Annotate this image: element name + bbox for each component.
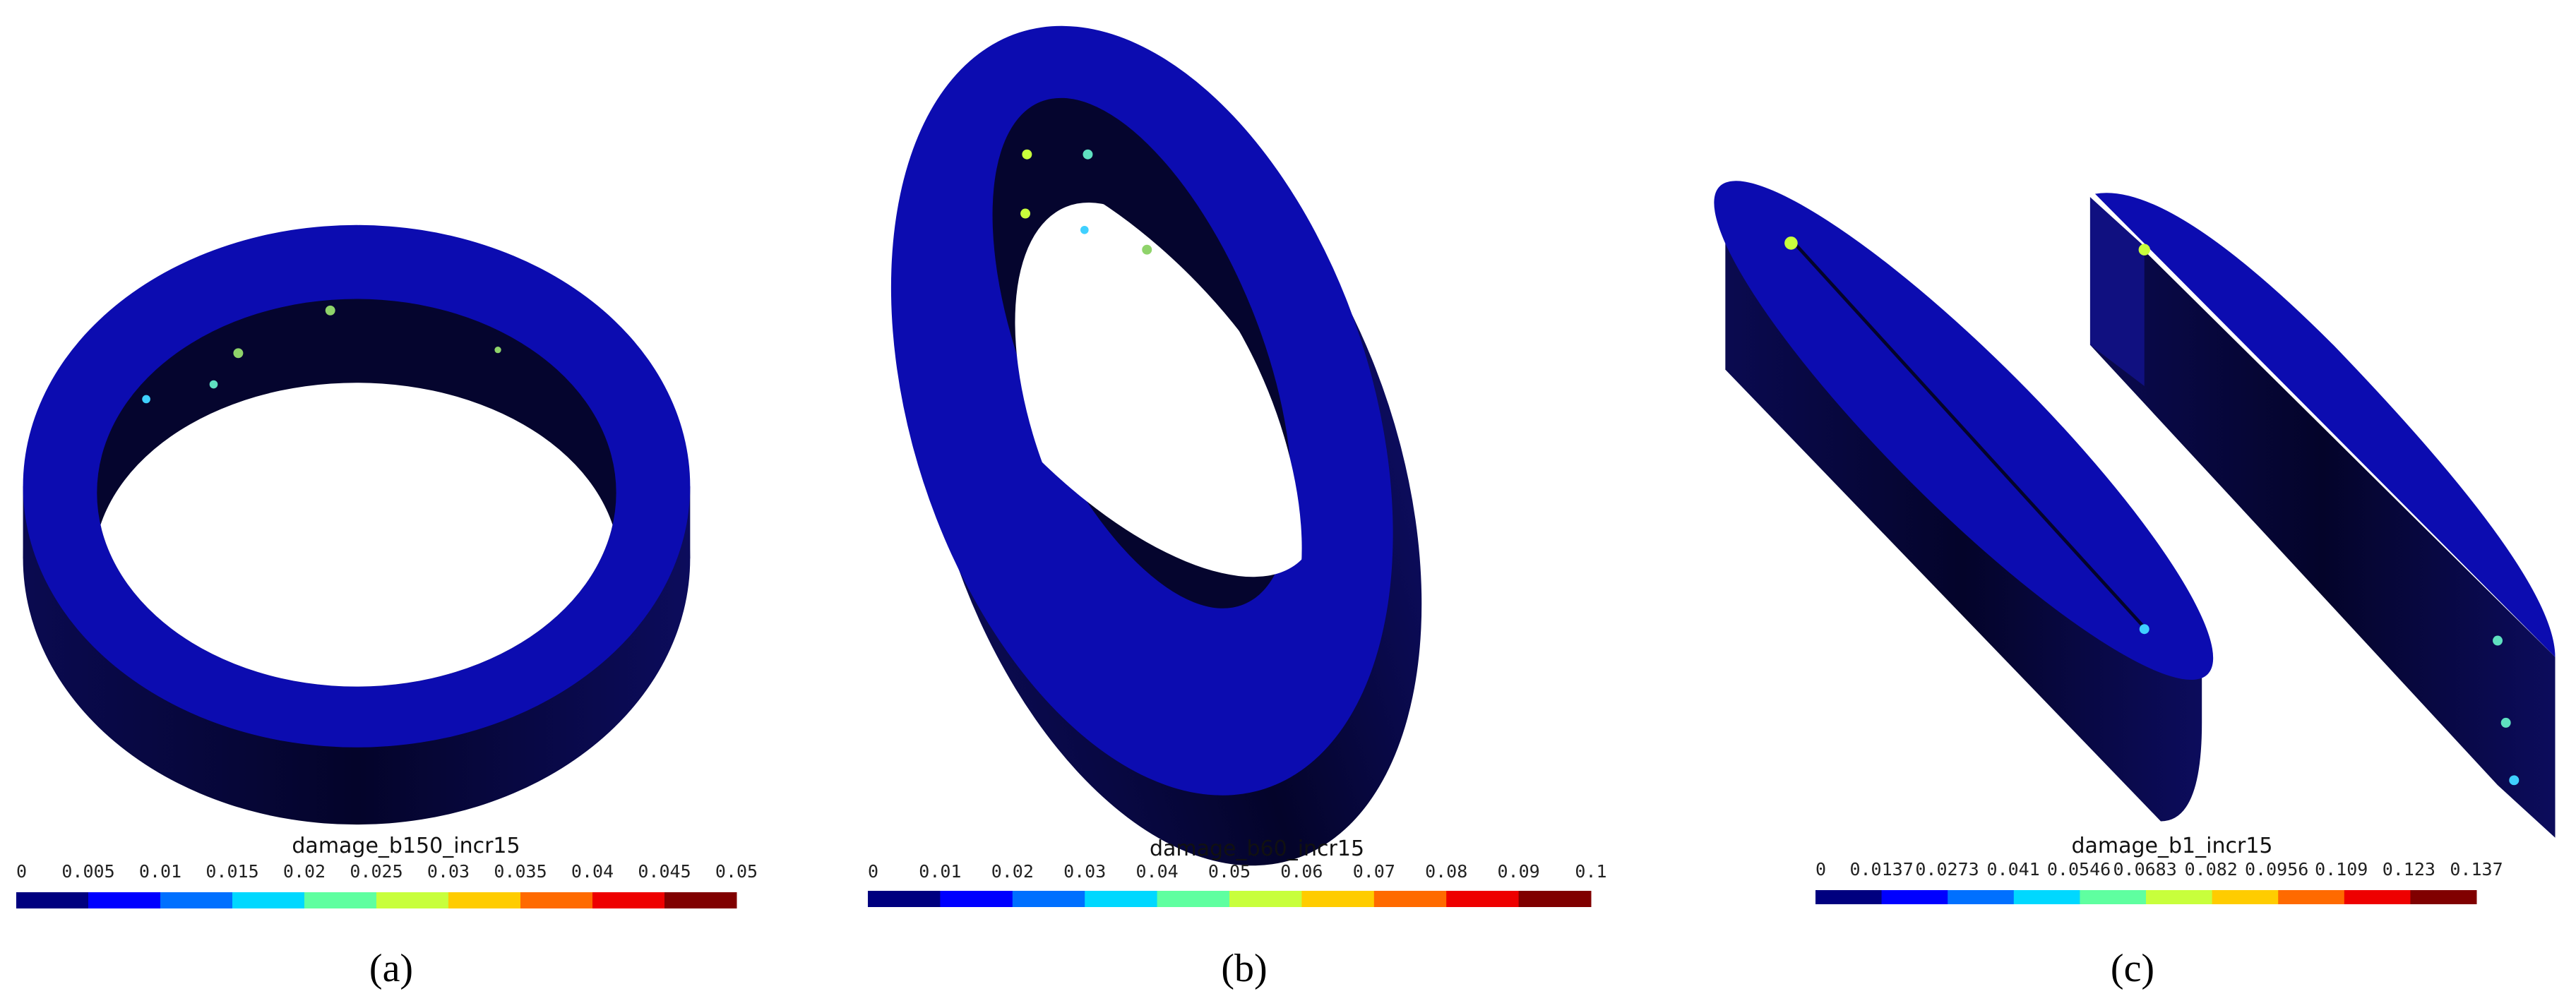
- renderings: [23, 25, 2556, 866]
- colorbar-tick-label: 0.045: [638, 861, 691, 882]
- colorbar-segment: [1518, 891, 1592, 907]
- colorbar-segment: [1373, 891, 1447, 907]
- colorbar-segment: [1301, 891, 1375, 907]
- colorbar-segment: [88, 892, 161, 908]
- colorbar-segment: [2146, 890, 2213, 904]
- colorbar-segment: [376, 892, 449, 908]
- colorbar-segment: [232, 892, 305, 908]
- colorbar-title: damage_b150_incr15: [292, 834, 520, 858]
- colorbar-segment: [2278, 890, 2345, 904]
- colorbar-tick-label: 0.0546: [2047, 859, 2111, 880]
- colorbar-segment: [1157, 891, 1230, 907]
- colorbar-segment: [664, 892, 737, 908]
- colorbar-segment: [304, 892, 377, 908]
- colorbar-segment: [2013, 890, 2080, 904]
- colorbar-segment: [448, 892, 521, 908]
- colorbar-segment: [160, 892, 233, 908]
- colorbar-segment: [1085, 891, 1158, 907]
- colorbar-tick-label: 0.05: [715, 861, 758, 882]
- ring-b: [890, 25, 1422, 866]
- colorbar-tick-label: 0.0273: [1915, 859, 1979, 880]
- colorbar-segment: [940, 891, 1013, 907]
- slices-c: [1714, 181, 2556, 838]
- colorbar-segment: [520, 892, 593, 908]
- colorbar-tick-label: 0.01: [139, 861, 181, 882]
- panel-label: (c): [2111, 947, 2154, 990]
- colorbar-tick-label: 0.09: [1497, 861, 1539, 882]
- colorbar-tick-label: 0.04: [571, 861, 614, 882]
- colorbar-title: damage_b60_incr15: [1150, 836, 1364, 861]
- colorbar-tick-label: 0: [1815, 859, 1826, 880]
- colorbar-tick-label: 0.1: [1575, 861, 1606, 882]
- colorbar-tick-label: 0: [16, 861, 27, 882]
- colorbar-tick-label: 0.109: [2315, 859, 2368, 880]
- colorbar-tick-label: 0.08: [1425, 861, 1467, 882]
- colorbar-tick-label: 0.035: [494, 861, 547, 882]
- colorbar-tick-label: 0.07: [1353, 861, 1395, 882]
- colorbar-tick-label: 0.0683: [2113, 859, 2176, 880]
- colorbar-segment: [868, 891, 941, 907]
- colorbar-segment: [2410, 890, 2477, 904]
- colorbar-segment: [2212, 890, 2279, 904]
- colorbar-tick-label: 0.05: [1208, 861, 1251, 882]
- colorbar-tick-label: 0.082: [2185, 859, 2238, 880]
- colorbar-segment: [2080, 890, 2147, 904]
- colorbar-tick-label: 0.041: [1986, 859, 2039, 880]
- colorbar-tick-label: 0.025: [350, 861, 402, 882]
- colorbar-tick-label: 0.137: [2450, 859, 2503, 880]
- colorbar-tick-label: 0.04: [1135, 861, 1178, 882]
- colorbar-tick-label: 0.03: [1063, 861, 1106, 882]
- colorbar-tick-label: 0: [868, 861, 878, 882]
- colorbar-segment: [1881, 890, 1948, 904]
- colorbar-segment: [1815, 890, 1883, 904]
- ring-a: [23, 224, 691, 825]
- colorbar-tick-label: 0.03: [427, 861, 470, 882]
- colorbar-segment: [1229, 891, 1302, 907]
- colorbar-segment: [592, 892, 665, 908]
- colorbar-tick-label: 0.005: [61, 861, 114, 882]
- colorbar-tick-label: 0.015: [205, 861, 258, 882]
- colorbar-segment: [16, 892, 89, 908]
- colorbar-tick-label: 0.06: [1280, 861, 1323, 882]
- colorbar-tick-label: 0.123: [2383, 859, 2435, 880]
- colorbar-tick-label: 0.0956: [2245, 859, 2308, 880]
- colorbar-title: damage_b1_incr15: [2071, 834, 2272, 858]
- panel-label: (a): [369, 947, 413, 990]
- colorbar-tick-label: 0.02: [283, 861, 326, 882]
- colorbar-segment: [1446, 891, 1520, 907]
- colorbar-tick-label: 0.0137: [1849, 859, 1913, 880]
- colorbar-tick-label: 0.01: [919, 861, 961, 882]
- colorbar-segment: [2344, 890, 2411, 904]
- colorbar-segment: [1012, 891, 1085, 907]
- panel-label: (b): [1221, 947, 1267, 990]
- colorbar-tick-label: 0.02: [991, 861, 1034, 882]
- colorbar-segment: [1948, 890, 2015, 904]
